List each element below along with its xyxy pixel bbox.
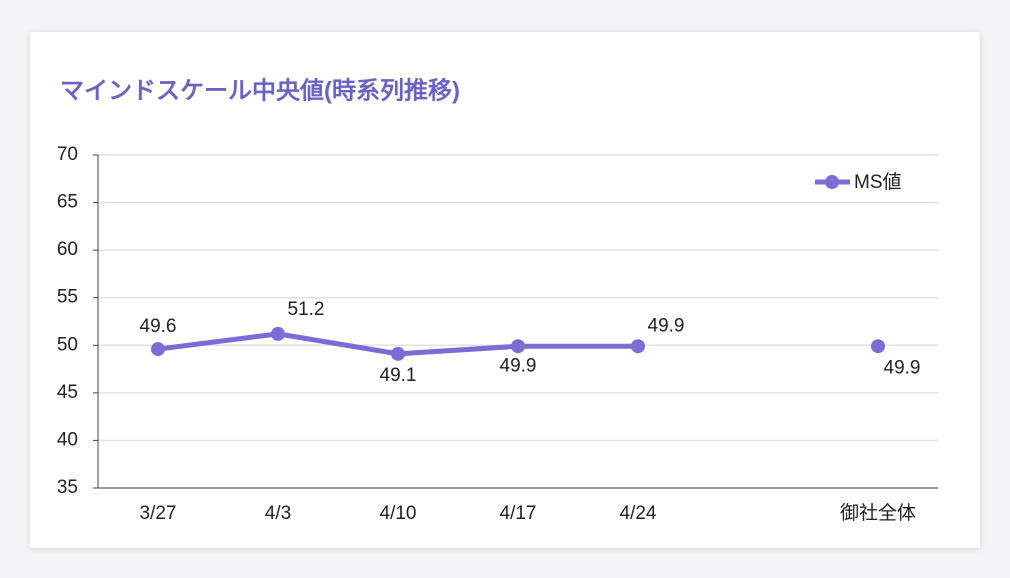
data-point: [271, 326, 285, 341]
y-tick-label: 65: [57, 192, 78, 213]
y-tick-label: 45: [57, 382, 78, 403]
y-tick-label: 35: [57, 477, 78, 498]
x-tick-label: 3/27: [140, 503, 177, 524]
y-tick-label: 70: [57, 144, 78, 165]
data-label: 49.9: [884, 357, 921, 378]
x-tick-label: 4/17: [500, 503, 537, 524]
data-point: [631, 339, 645, 354]
y-tick-label: 50: [57, 334, 78, 355]
data-label: 51.2: [288, 299, 325, 320]
data-label: 49.9: [500, 355, 537, 376]
data-point: [391, 346, 405, 361]
data-label: 49.9: [648, 315, 685, 336]
data-label: 49.1: [380, 365, 417, 386]
legend-marker: [825, 175, 839, 189]
data-point: [511, 339, 525, 354]
chart-title: マインドスケール中央値(時系列推移): [60, 77, 460, 104]
card: [30, 32, 980, 548]
y-tick-label: 60: [57, 239, 78, 260]
x-tick-label: 4/10: [380, 503, 417, 524]
x-tick-label: 4/24: [620, 503, 657, 524]
data-point: [871, 339, 885, 354]
data-point: [151, 342, 165, 357]
x-tick-label: 4/3: [265, 503, 291, 524]
y-tick-label: 55: [57, 287, 78, 308]
data-label: 49.6: [140, 316, 177, 337]
y-tick-label: 40: [57, 429, 78, 450]
legend-label: MS値: [854, 171, 902, 193]
x-tick-label: 御社全体: [840, 502, 916, 524]
